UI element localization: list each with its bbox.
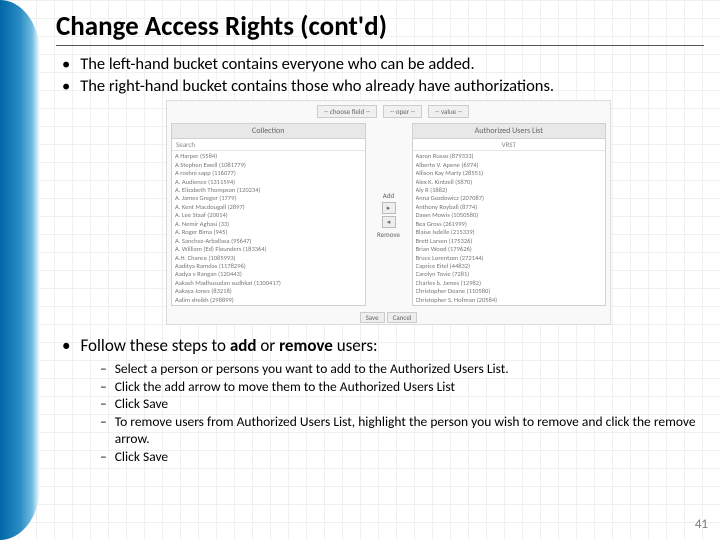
step-3: Click Save — [115, 395, 168, 413]
list-item: Aly R (1882) — [416, 186, 603, 194]
slide-accent — [0, 0, 40, 540]
add-arrow-icon: ▸ — [382, 202, 396, 214]
list-item: Bruce Lorentzen (272144) — [416, 254, 603, 262]
list-item: Blaise Isdelle (215339) — [416, 228, 603, 236]
step-2: Click the add arrow to move them to the … — [115, 378, 455, 396]
add-label: Add — [383, 191, 394, 200]
list-item: A. William (Ed) Flounders (183364) — [175, 245, 362, 253]
page-number: 41 — [695, 517, 708, 532]
list-item: A roshni sapp (116077) — [175, 169, 362, 177]
list-item: A Harper (5584) — [175, 152, 362, 160]
list-item: A. Kent Macdougall (2897) — [175, 203, 362, 211]
list-item: A. James Gregor (1779) — [175, 194, 362, 202]
intro-line-2: The right-hand bucket contains those who… — [80, 76, 554, 97]
list-item: Aalim sheikh (298899) — [175, 296, 362, 304]
step-4: To remove users from Authorized Users Li… — [115, 413, 704, 448]
right-bucket-header: Authorized Users List — [413, 124, 606, 139]
list-item: Aakash Madhusudan sudhkat (1300417) — [175, 279, 362, 287]
search-label: Search — [172, 139, 365, 151]
remove-label: Remove — [377, 230, 400, 239]
save-button-img: Save — [360, 312, 385, 323]
filter-value: -- value -- — [428, 105, 469, 118]
left-bucket: Collection Search A Harper (5584)A Steph… — [171, 123, 366, 306]
list-item: A. Roger Bima (945) — [175, 228, 362, 236]
filter-oper: -- oper -- — [383, 105, 422, 118]
step-1: Select a person or persons you want to a… — [115, 360, 509, 378]
embedded-screenshot: -- choose field -- -- oper -- -- value -… — [166, 100, 611, 325]
list-item: Brian Wood (179626) — [416, 245, 603, 253]
list-item: Aaditya Ramdas (1178296) — [175, 262, 362, 270]
list-item: Aadya v Rangan (120443) — [175, 270, 362, 278]
list-item: Brett Larsen (175326) — [416, 237, 603, 245]
list-item: A. Lee Staaf (20014) — [175, 211, 362, 219]
list-item: Allison Kay Marty (28551) — [416, 169, 603, 177]
filter-field: -- choose field -- — [317, 105, 377, 118]
list-item: A. Nemir Aghasi (33) — [175, 220, 362, 228]
list-item: Carolyn Tovie (7281) — [416, 270, 603, 278]
list-item: Christopher S. Hofman (20584) — [416, 296, 603, 304]
cancel-button-img: Cancel — [387, 312, 418, 323]
list-item: A. Sanchez-Arballasa (95647) — [175, 237, 362, 245]
list-item: A. Elizabeth Thompson (120234) — [175, 186, 362, 194]
left-bucket-header: Collection — [172, 124, 365, 139]
list-item: Aakaya Jones (83218) — [175, 287, 362, 295]
list-item: Anthony Royball (8774) — [416, 203, 603, 211]
list-item: Alex K. Kintzell (5870) — [416, 178, 603, 186]
page-title: Change Access Rights (cont'd) — [56, 10, 704, 46]
list-item: Bea Gross (261999) — [416, 220, 603, 228]
intro-line-1: The left-hand bucket contains everyone w… — [80, 54, 474, 75]
list-item: A. Audience (1311594) — [175, 178, 362, 186]
list-item: Aaron Russo (879333) — [416, 152, 603, 160]
list-item: Anna Gozdowicz (207087) — [416, 194, 603, 202]
list-item: Christopher Doane (110580) — [416, 287, 603, 295]
list-item: Caprice Eitel (44832) — [416, 262, 603, 270]
vrst-label: VRST — [413, 139, 606, 151]
list-item: Alberto V. Apene (6974) — [416, 161, 603, 169]
list-item: Dawn Mowis (1050580) — [416, 211, 603, 219]
follow-intro: Follow these steps to add or remove user… — [80, 335, 377, 356]
right-bucket: Authorized Users List VRST Aaron Russo (… — [412, 123, 607, 306]
list-item: A Stephen Ewell (1081779) — [175, 161, 362, 169]
list-item: Charles b. James (12982) — [416, 279, 603, 287]
step-5: Click Save — [115, 448, 168, 466]
list-item: A.H. Chance (1085993) — [175, 254, 362, 262]
remove-arrow-icon: ◂ — [382, 216, 396, 228]
